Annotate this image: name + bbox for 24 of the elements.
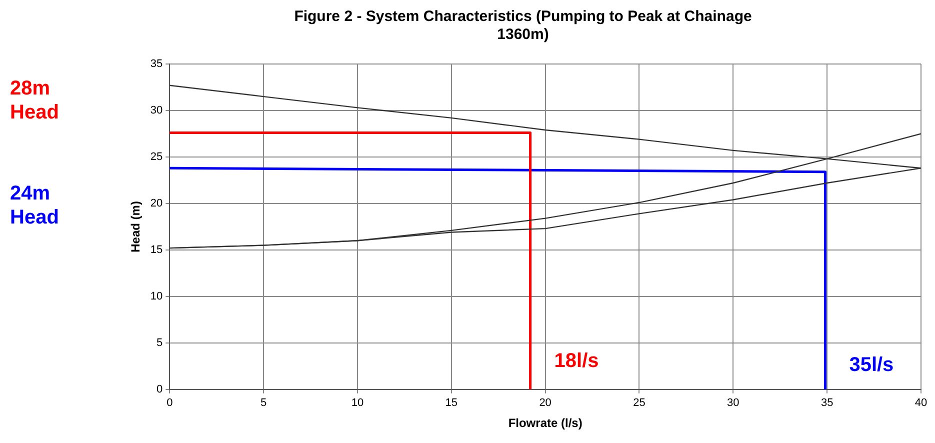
x-tick-label: 10 <box>351 397 364 410</box>
y-tick-label: 35 <box>150 58 163 70</box>
x-tick-label: 35 <box>820 397 834 410</box>
annotation: 18l/s <box>554 350 599 372</box>
y-tick-label: 15 <box>150 244 163 256</box>
y-axis-title: Head (m) <box>128 201 143 252</box>
x-axis-title: Flowrate (l/s) <box>508 416 582 430</box>
x-tick-label: 30 <box>727 397 740 410</box>
text: 24m Head <box>10 182 59 229</box>
y-tick-label: 5 <box>156 336 163 349</box>
annotation: 35l/s <box>849 354 894 376</box>
x-tick-label: 5 <box>260 397 267 410</box>
y-tick-label: 25 <box>150 151 163 164</box>
x-tick-label: 0 <box>166 397 173 410</box>
y-tick-label: 30 <box>150 104 163 117</box>
x-tick-label: 25 <box>633 397 646 410</box>
x-tick-label: 40 <box>914 397 928 410</box>
y-tick-label: 20 <box>150 197 163 210</box>
x-tick-label: 15 <box>445 397 458 410</box>
text: 28m Head <box>10 77 59 124</box>
y-tick-label: 10 <box>150 290 163 302</box>
chart-title: Figure 2 - System Characteristics (Pumping to Peak at Chainage 1360m) <box>294 8 752 44</box>
y-tick-label: 0 <box>156 383 163 396</box>
x-tick-label: 20 <box>539 397 552 410</box>
